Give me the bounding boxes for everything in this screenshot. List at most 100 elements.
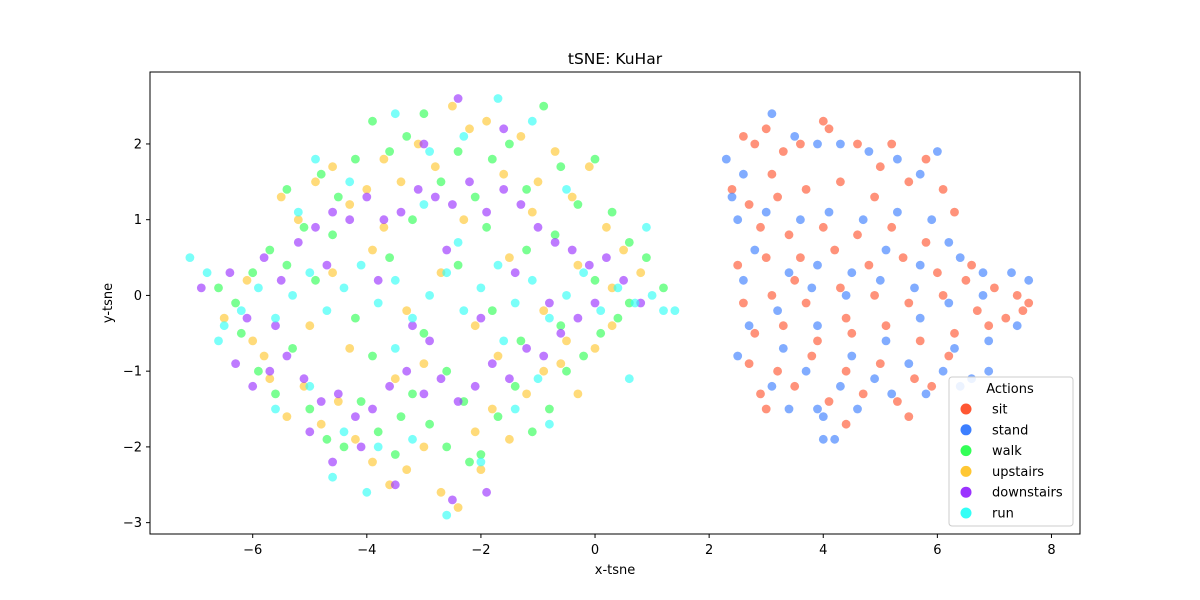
- point-upstairs-53: [539, 306, 549, 315]
- point-stand-28: [739, 275, 748, 285]
- point-downstairs-30: [299, 374, 309, 384]
- point-stand-39: [813, 321, 822, 331]
- point-upstairs-44: [573, 389, 583, 399]
- point-stand-33: [910, 283, 919, 293]
- point-upstairs-65: [390, 374, 400, 384]
- point-sit-24: [733, 260, 743, 270]
- point-downstairs-21: [567, 245, 577, 255]
- point-walk-44: [527, 427, 537, 437]
- point-walk-38: [425, 419, 434, 429]
- point-walk-49: [613, 313, 623, 323]
- point-downstairs-63: [271, 321, 280, 331]
- point-walk-58: [590, 275, 600, 285]
- point-downstairs-1: [225, 268, 235, 278]
- point-stand-54: [818, 412, 828, 421]
- point-upstairs-57: [345, 344, 355, 353]
- point-downstairs-45: [556, 328, 566, 338]
- legend-item-walk: walk: [960, 444, 1022, 459]
- point-walk-69: [396, 412, 406, 421]
- point-run-56: [642, 222, 651, 232]
- point-stand-55: [853, 404, 862, 414]
- series-stand: [721, 109, 1034, 444]
- point-sit-47: [847, 328, 857, 338]
- point-downstairs-11: [396, 207, 406, 217]
- x-tick-label: 2: [705, 543, 713, 558]
- point-downstairs-19: [533, 222, 543, 232]
- point-walk-23: [607, 207, 617, 217]
- point-sit-30: [933, 268, 942, 278]
- point-sit-52: [744, 359, 754, 368]
- point-walk-12: [419, 109, 429, 119]
- point-run-38: [271, 404, 280, 414]
- series-upstairs: [219, 101, 646, 512]
- point-run-46: [545, 419, 554, 429]
- point-downstairs-51: [356, 442, 366, 452]
- point-walk-1: [231, 298, 241, 308]
- point-sit-45: [778, 321, 788, 331]
- point-stand-61: [727, 192, 737, 202]
- point-run-17: [476, 283, 486, 293]
- point-upstairs-43: [556, 359, 566, 368]
- point-upstairs-39: [487, 404, 497, 414]
- point-run-50: [419, 200, 429, 209]
- point-sit-43: [1001, 313, 1011, 323]
- point-downstairs-35: [385, 381, 394, 391]
- point-upstairs-8: [362, 185, 372, 194]
- point-stand-38: [778, 344, 788, 353]
- point-walk-32: [322, 434, 332, 444]
- point-walk-56: [522, 245, 531, 255]
- point-walk-15: [470, 192, 480, 202]
- point-stand-5: [836, 139, 845, 149]
- point-walk-16: [487, 154, 497, 164]
- point-walk-55: [487, 306, 497, 315]
- point-downstairs-57: [373, 275, 383, 285]
- point-downstairs-18: [516, 200, 526, 209]
- point-downstairs-4: [276, 275, 286, 285]
- point-downstairs-7: [328, 207, 337, 217]
- point-run-28: [659, 306, 668, 315]
- point-walk-28: [254, 366, 263, 376]
- point-stand-59: [818, 434, 828, 444]
- point-downstairs-49: [419, 139, 429, 149]
- point-downstairs-55: [328, 457, 337, 467]
- y-axis: −3 −2 −1 0 1 2: [123, 137, 150, 531]
- point-upstairs-47: [328, 268, 337, 278]
- legend-marker-sit: [960, 403, 972, 415]
- point-downstairs-23: [602, 253, 611, 262]
- point-stand-34: [944, 298, 954, 308]
- x-axis: −6 −4 −2 0 2 4 6 8: [243, 534, 1056, 558]
- point-downstairs-61: [510, 268, 520, 278]
- point-stand-49: [870, 374, 879, 384]
- point-stand-45: [733, 351, 743, 361]
- point-stand-1: [739, 169, 748, 179]
- legend-label-downstairs: downstairs: [992, 486, 1063, 501]
- point-walk-45: [545, 404, 554, 414]
- legend-item-stand: stand: [960, 423, 1028, 438]
- point-walk-6: [316, 169, 326, 179]
- point-downstairs-59: [442, 245, 452, 255]
- point-upstairs-61: [493, 351, 503, 361]
- point-downstairs-50: [499, 124, 509, 134]
- point-walk-50: [311, 275, 320, 285]
- point-sit-13: [773, 192, 782, 202]
- point-run-9: [339, 283, 349, 293]
- point-upstairs-42: [539, 366, 549, 376]
- point-run-8: [322, 306, 332, 315]
- point-run-23: [579, 268, 588, 278]
- point-sit-27: [830, 245, 840, 255]
- point-sit-9: [921, 154, 931, 164]
- point-stand-32: [875, 275, 885, 285]
- point-stand-24: [955, 253, 965, 262]
- point-downstairs-47: [590, 298, 600, 308]
- legend-label-run: run: [992, 507, 1014, 522]
- point-downstairs-16: [482, 207, 491, 217]
- point-downstairs-42: [505, 374, 514, 384]
- point-stand-18: [750, 245, 760, 255]
- point-downstairs-29: [282, 351, 292, 361]
- point-downstairs-54: [482, 487, 491, 497]
- point-upstairs-48: [368, 245, 377, 255]
- point-upstairs-56: [305, 321, 315, 331]
- point-upstairs-21: [584, 162, 594, 172]
- point-run-45: [510, 404, 520, 414]
- legend-item-downstairs: downstairs: [960, 486, 1063, 501]
